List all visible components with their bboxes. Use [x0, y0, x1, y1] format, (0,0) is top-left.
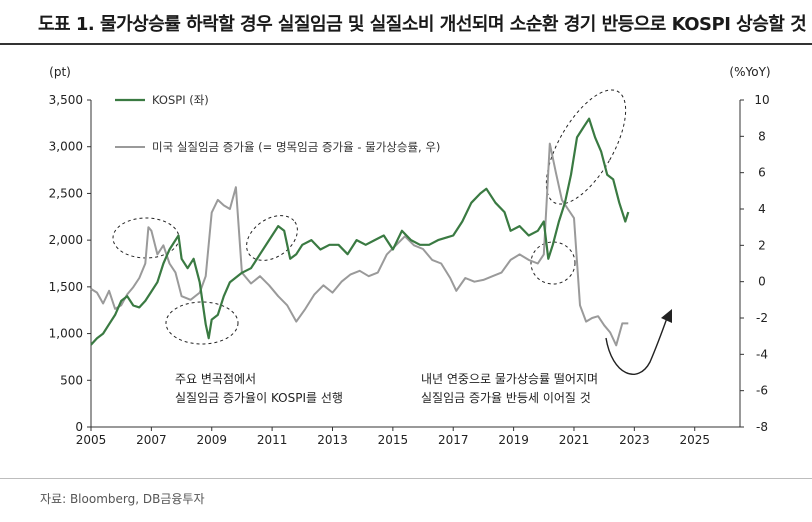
title-divider	[0, 43, 812, 45]
kospi-line	[90, 117, 630, 346]
chart-svg: 0 500 1,000 1,500 2,000 2,500 3,000 3,500 -8 -6 -4…	[49, 65, 771, 447]
left-tick-label: 2,000	[49, 233, 83, 247]
highlight-ellipse	[530, 241, 576, 285]
left-tick-label: 3,000	[49, 140, 83, 154]
series-group	[90, 117, 630, 347]
right-tick-label: 10	[754, 93, 769, 107]
axes-group: 0 500 1,000 1,500 2,000 2,500 3,000 3,500 -8 -6 -4…	[49, 65, 771, 447]
right-axis-unit: (%YoY)	[729, 65, 770, 79]
left-tick-label: 1,500	[49, 280, 83, 294]
annotation-2-line-2: 실질임금 증가율 반등세 이어질 것	[421, 391, 591, 405]
left-axis-unit: (pt)	[49, 65, 71, 79]
right-tick-label: -6	[756, 384, 768, 398]
left-tick-label: 500	[60, 373, 83, 387]
x-tick-label: 2007	[136, 433, 167, 447]
x-tick-label: 2025	[679, 433, 710, 447]
legend-label-kospi: KOSPI (좌)	[152, 93, 209, 107]
highlight-ellipses	[112, 89, 627, 345]
x-tick-label: 2009	[196, 433, 227, 447]
x-tick-label: 2017	[438, 433, 469, 447]
right-tick-label: -8	[756, 420, 768, 434]
right-tick-label: -4	[756, 347, 768, 361]
x-tick-label: 2019	[498, 433, 529, 447]
source-note: 자료: Bloomberg, DB금융투자	[40, 492, 205, 506]
left-tick-label: 3,500	[49, 93, 83, 107]
right-tick-label: 8	[758, 129, 766, 143]
x-tick-label: 2005	[76, 433, 107, 447]
x-tick-label: 2011	[257, 433, 288, 447]
right-tick-label: -2	[756, 311, 768, 325]
trend-arrow-curve	[605, 317, 668, 375]
legend-label-wage: 미국 실질임금 증가율 (= 명목임금 증가율 - 물가상승률, 우)	[152, 140, 440, 154]
right-tick-label: 6	[758, 166, 766, 180]
right-tick-label: 0	[758, 275, 766, 289]
x-tick-label: 2021	[559, 433, 590, 447]
trend-arrow-head	[661, 309, 672, 323]
trend-arrow-group	[605, 309, 672, 375]
x-tick-label: 2015	[378, 433, 409, 447]
x-tick-label: 2013	[317, 433, 348, 447]
left-tick-label: 0	[75, 420, 83, 434]
left-tick-label: 1,000	[49, 327, 83, 341]
highlight-ellipse	[246, 215, 298, 261]
x-tick-label: 2023	[619, 433, 650, 447]
highlight-ellipse	[165, 301, 239, 345]
legend-group: KOSPI (좌) 미국 실질임금 증가율 (= 명목임금 증가율 - 물가상승률…	[115, 93, 440, 154]
annotation-1-line-2: 실질임금 증가율이 KOSPI를 선행	[175, 390, 343, 405]
right-tick-label: 4	[758, 202, 766, 216]
footer-divider	[0, 478, 812, 479]
right-tick-label: 2	[758, 238, 766, 252]
annotation-1-line-1: 주요 변곡점에서	[175, 372, 256, 386]
left-tick-label: 2,500	[49, 186, 83, 200]
highlight-ellipse	[545, 89, 627, 205]
chart-title: 도표 1. 물가상승률 하락할 경우 실질임금 및 실질소비 개선되며 소순환 …	[38, 14, 807, 35]
annotation-2-line-1: 내년 연중으로 물가상승률 떨어지며	[421, 372, 598, 386]
real-wage-line	[90, 142, 629, 347]
